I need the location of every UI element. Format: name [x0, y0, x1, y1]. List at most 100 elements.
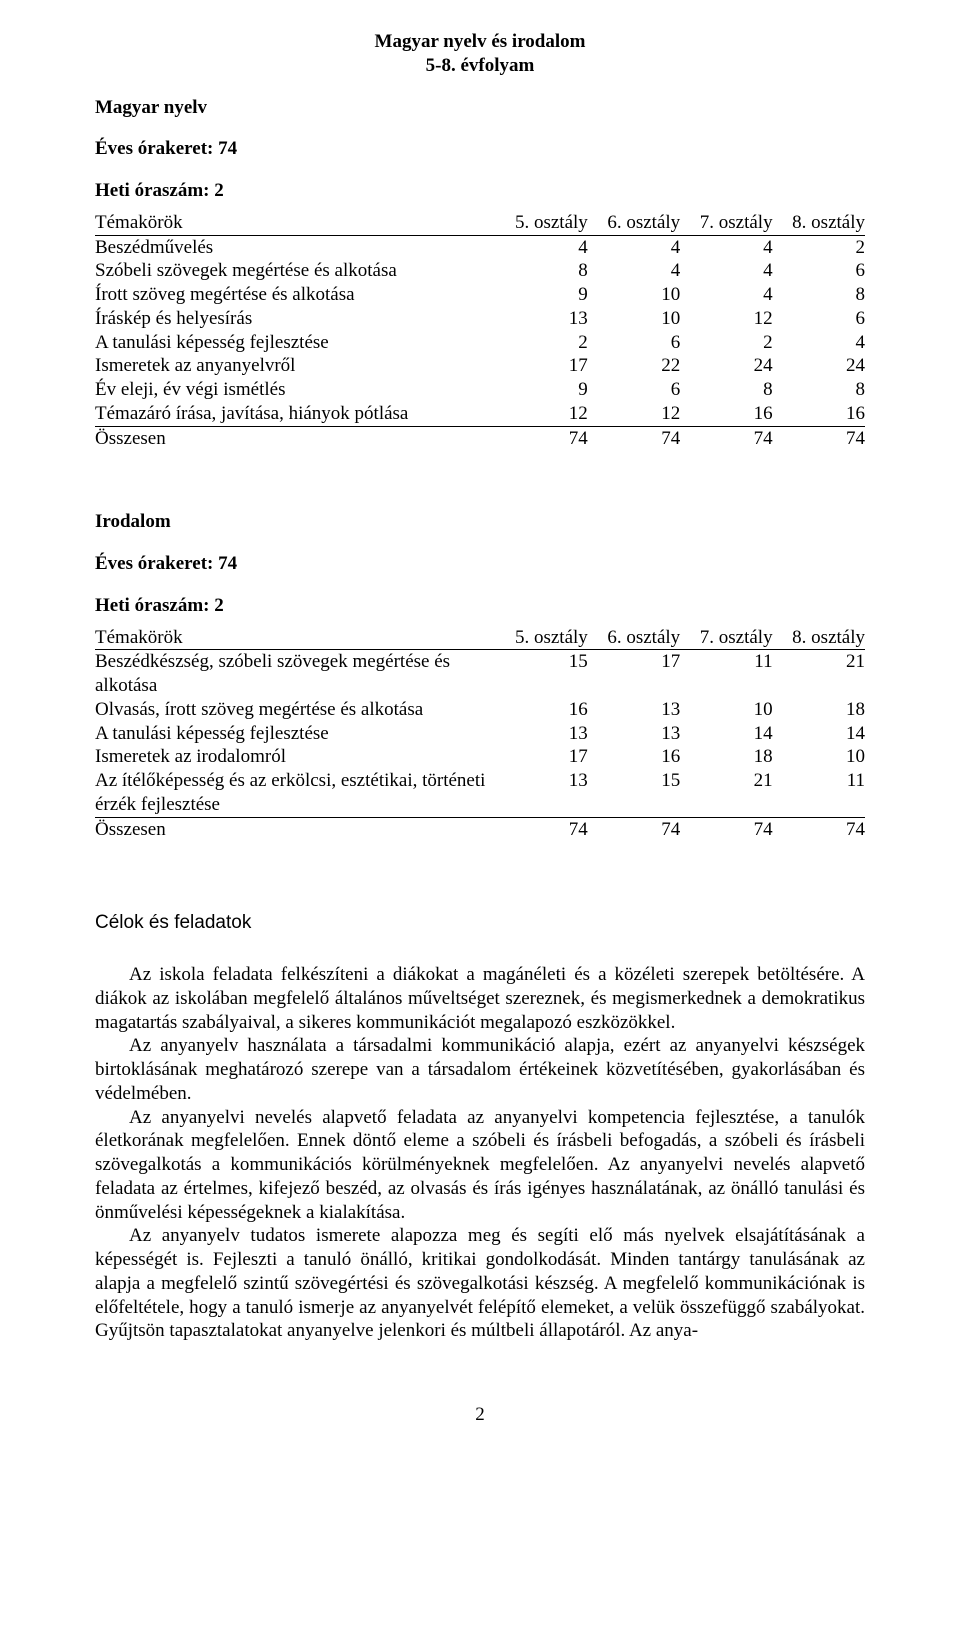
paragraph: Az anyanyelv használata a társadalmi kom…	[95, 1034, 865, 1105]
cell: 14	[773, 722, 865, 746]
cell: 24	[773, 354, 865, 378]
cell: 10	[680, 698, 772, 722]
total-cell: 74	[680, 426, 772, 450]
row-label: Szóbeli szövegek megértése és alkotása	[95, 259, 495, 283]
row-label: Ismeretek az irodalomról	[95, 745, 495, 769]
cell: 4	[680, 283, 772, 307]
total-cell: 74	[588, 426, 680, 450]
table-header-row: Témakörök 5. osztály 6. osztály 7. osztá…	[95, 211, 865, 235]
paragraph: Az anyanyelv tudatos ismerete alapozza m…	[95, 1224, 865, 1343]
table-header-row: Témakörök 5. osztály 6. osztály 7. osztá…	[95, 626, 865, 650]
cell: 11	[680, 650, 772, 698]
row-label: Az ítélőképesség és az erkölcsi, esztéti…	[95, 769, 495, 817]
table-total-row: Összesen 74 74 74 74	[95, 817, 865, 841]
cell: 13	[588, 722, 680, 746]
total-cell: 74	[588, 817, 680, 841]
section1-table: Témakörök 5. osztály 6. osztály 7. osztá…	[95, 211, 865, 451]
col-header: 7. osztály	[680, 626, 772, 650]
col-header: 7. osztály	[680, 211, 772, 235]
col-header: 6. osztály	[588, 626, 680, 650]
cell: 11	[773, 769, 865, 817]
section2-heading2: Éves órakeret: 74	[95, 552, 865, 576]
cell: 4	[680, 235, 772, 259]
table-row: Témazáró írása, javítása, hiányok pótlás…	[95, 402, 865, 426]
section1-heading1: Magyar nyelv	[95, 96, 865, 120]
doc-title-line1: Magyar nyelv és irodalom	[95, 30, 865, 54]
tasks-section: Célok és feladatok Az iskola feladata fe…	[95, 911, 865, 1343]
section1-heading3: Heti óraszám: 2	[95, 179, 865, 203]
table-row: Írott szöveg megértése és alkotása 9 10 …	[95, 283, 865, 307]
cell: 6	[773, 259, 865, 283]
cell: 4	[588, 259, 680, 283]
total-cell: 74	[495, 426, 587, 450]
paragraph: Az anyanyelvi nevelés alapvető feladata …	[95, 1106, 865, 1225]
doc-title-line2: 5-8. évfolyam	[95, 54, 865, 78]
cell: 8	[773, 283, 865, 307]
row-label: Év eleji, év végi ismétlés	[95, 378, 495, 402]
cell: 6	[588, 378, 680, 402]
paragraph: Az iskola feladata felkészíteni a diákok…	[95, 963, 865, 1034]
cell: 12	[495, 402, 587, 426]
cell: 21	[773, 650, 865, 698]
table-row: Beszédművelés 4 4 4 2	[95, 235, 865, 259]
col-header: 6. osztály	[588, 211, 680, 235]
cell: 13	[495, 722, 587, 746]
cell: 16	[680, 402, 772, 426]
section2-heading3: Heti óraszám: 2	[95, 594, 865, 618]
cell: 17	[588, 650, 680, 698]
table-row: A tanulási képesség fejlesztése 2 6 2 4	[95, 331, 865, 355]
section2-table: Témakörök 5. osztály 6. osztály 7. osztá…	[95, 626, 865, 842]
cell: 13	[495, 307, 587, 331]
cell: 4	[588, 235, 680, 259]
row-label: A tanulási képesség fejlesztése	[95, 722, 495, 746]
cell: 4	[680, 259, 772, 283]
row-label: Beszédművelés	[95, 235, 495, 259]
total-cell: 74	[773, 426, 865, 450]
col-header: 5. osztály	[495, 211, 587, 235]
cell: 16	[495, 698, 587, 722]
cell: 8	[680, 378, 772, 402]
cell: 17	[495, 745, 587, 769]
total-cell: 74	[773, 817, 865, 841]
col-header-label: Témakörök	[95, 211, 495, 235]
cell: 10	[773, 745, 865, 769]
cell: 18	[773, 698, 865, 722]
section1-heading2: Éves órakeret: 74	[95, 137, 865, 161]
col-header-label: Témakörök	[95, 626, 495, 650]
cell: 2	[680, 331, 772, 355]
total-label: Összesen	[95, 817, 495, 841]
cell: 4	[495, 235, 587, 259]
table-row: Év eleji, év végi ismétlés 9 6 8 8	[95, 378, 865, 402]
row-label: Beszédkészség, szóbeli szövegek megértés…	[95, 650, 495, 698]
row-label: Íráskép és helyesírás	[95, 307, 495, 331]
table-row: Beszédkészség, szóbeli szövegek megértés…	[95, 650, 865, 698]
row-label: Írott szöveg megértése és alkotása	[95, 283, 495, 307]
cell: 6	[588, 331, 680, 355]
cell: 18	[680, 745, 772, 769]
cell: 9	[495, 283, 587, 307]
table-row: A tanulási képesség fejlesztése 13 13 14…	[95, 722, 865, 746]
col-header: 5. osztály	[495, 626, 587, 650]
cell: 10	[588, 283, 680, 307]
col-header: 8. osztály	[773, 626, 865, 650]
total-label: Összesen	[95, 426, 495, 450]
total-cell: 74	[495, 817, 587, 841]
cell: 8	[495, 259, 587, 283]
table-row: Szóbeli szövegek megértése és alkotása 8…	[95, 259, 865, 283]
section2-heading1: Irodalom	[95, 510, 865, 534]
tasks-heading: Célok és feladatok	[95, 911, 865, 935]
cell: 13	[495, 769, 587, 817]
cell: 24	[680, 354, 772, 378]
cell: 4	[773, 331, 865, 355]
cell: 2	[495, 331, 587, 355]
cell: 2	[773, 235, 865, 259]
col-header: 8. osztály	[773, 211, 865, 235]
cell: 14	[680, 722, 772, 746]
cell: 16	[588, 745, 680, 769]
table-total-row: Összesen 74 74 74 74	[95, 426, 865, 450]
row-label: A tanulási képesség fejlesztése	[95, 331, 495, 355]
table-row: Íráskép és helyesírás 13 10 12 6	[95, 307, 865, 331]
table-row: Olvasás, írott szöveg megértése és alkot…	[95, 698, 865, 722]
total-cell: 74	[680, 817, 772, 841]
cell: 12	[588, 402, 680, 426]
